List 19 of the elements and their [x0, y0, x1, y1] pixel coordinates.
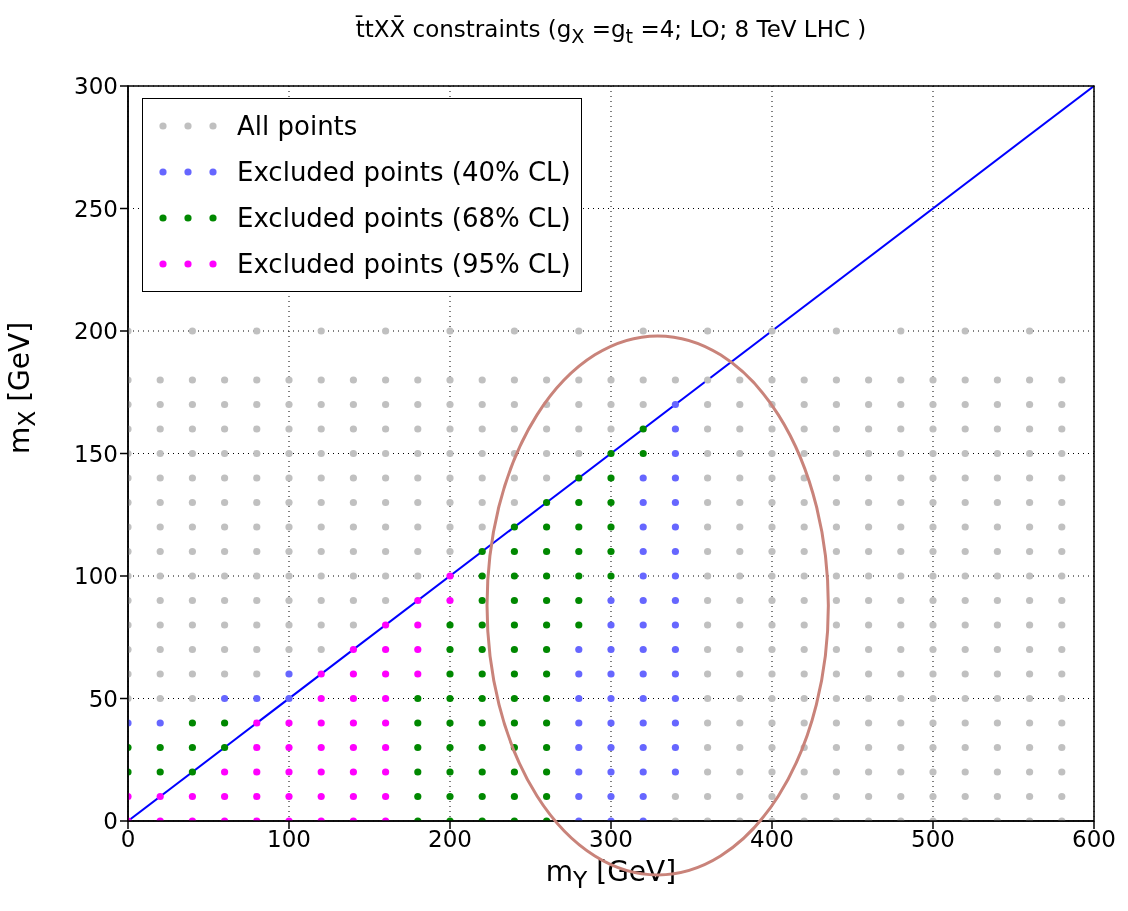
y-tick-label: 300 [74, 73, 118, 100]
x-tick-label: 500 [911, 826, 955, 853]
x-tick-label: 300 [589, 826, 633, 853]
x-tick-label: 600 [1072, 826, 1116, 853]
legend-label: Excluded points (40% CL) [237, 157, 571, 187]
legend-label: All points [237, 111, 358, 141]
legend-label: Excluded points (95% CL) [237, 249, 571, 279]
y-tick-label: 250 [74, 195, 118, 222]
y-tick-label: 200 [74, 318, 118, 345]
y-tick-label: 50 [88, 685, 118, 712]
x-tick-label: 200 [428, 826, 472, 853]
x-tick-label: 0 [120, 826, 136, 853]
y-tick-label: 100 [74, 563, 118, 590]
y-tick-label: 150 [74, 440, 118, 467]
chart-title: t̄tXX̄ constraints (g$_{X}$ =g$_{t}$ =4; LO; 8 TeV LHC ) [354, 16, 868, 48]
legend-label: Excluded points (68% CL) [237, 203, 571, 233]
x-tick-label: 100 [267, 826, 311, 853]
x-tick-label: 400 [750, 826, 794, 853]
y-tick-label: 0 [103, 808, 118, 835]
